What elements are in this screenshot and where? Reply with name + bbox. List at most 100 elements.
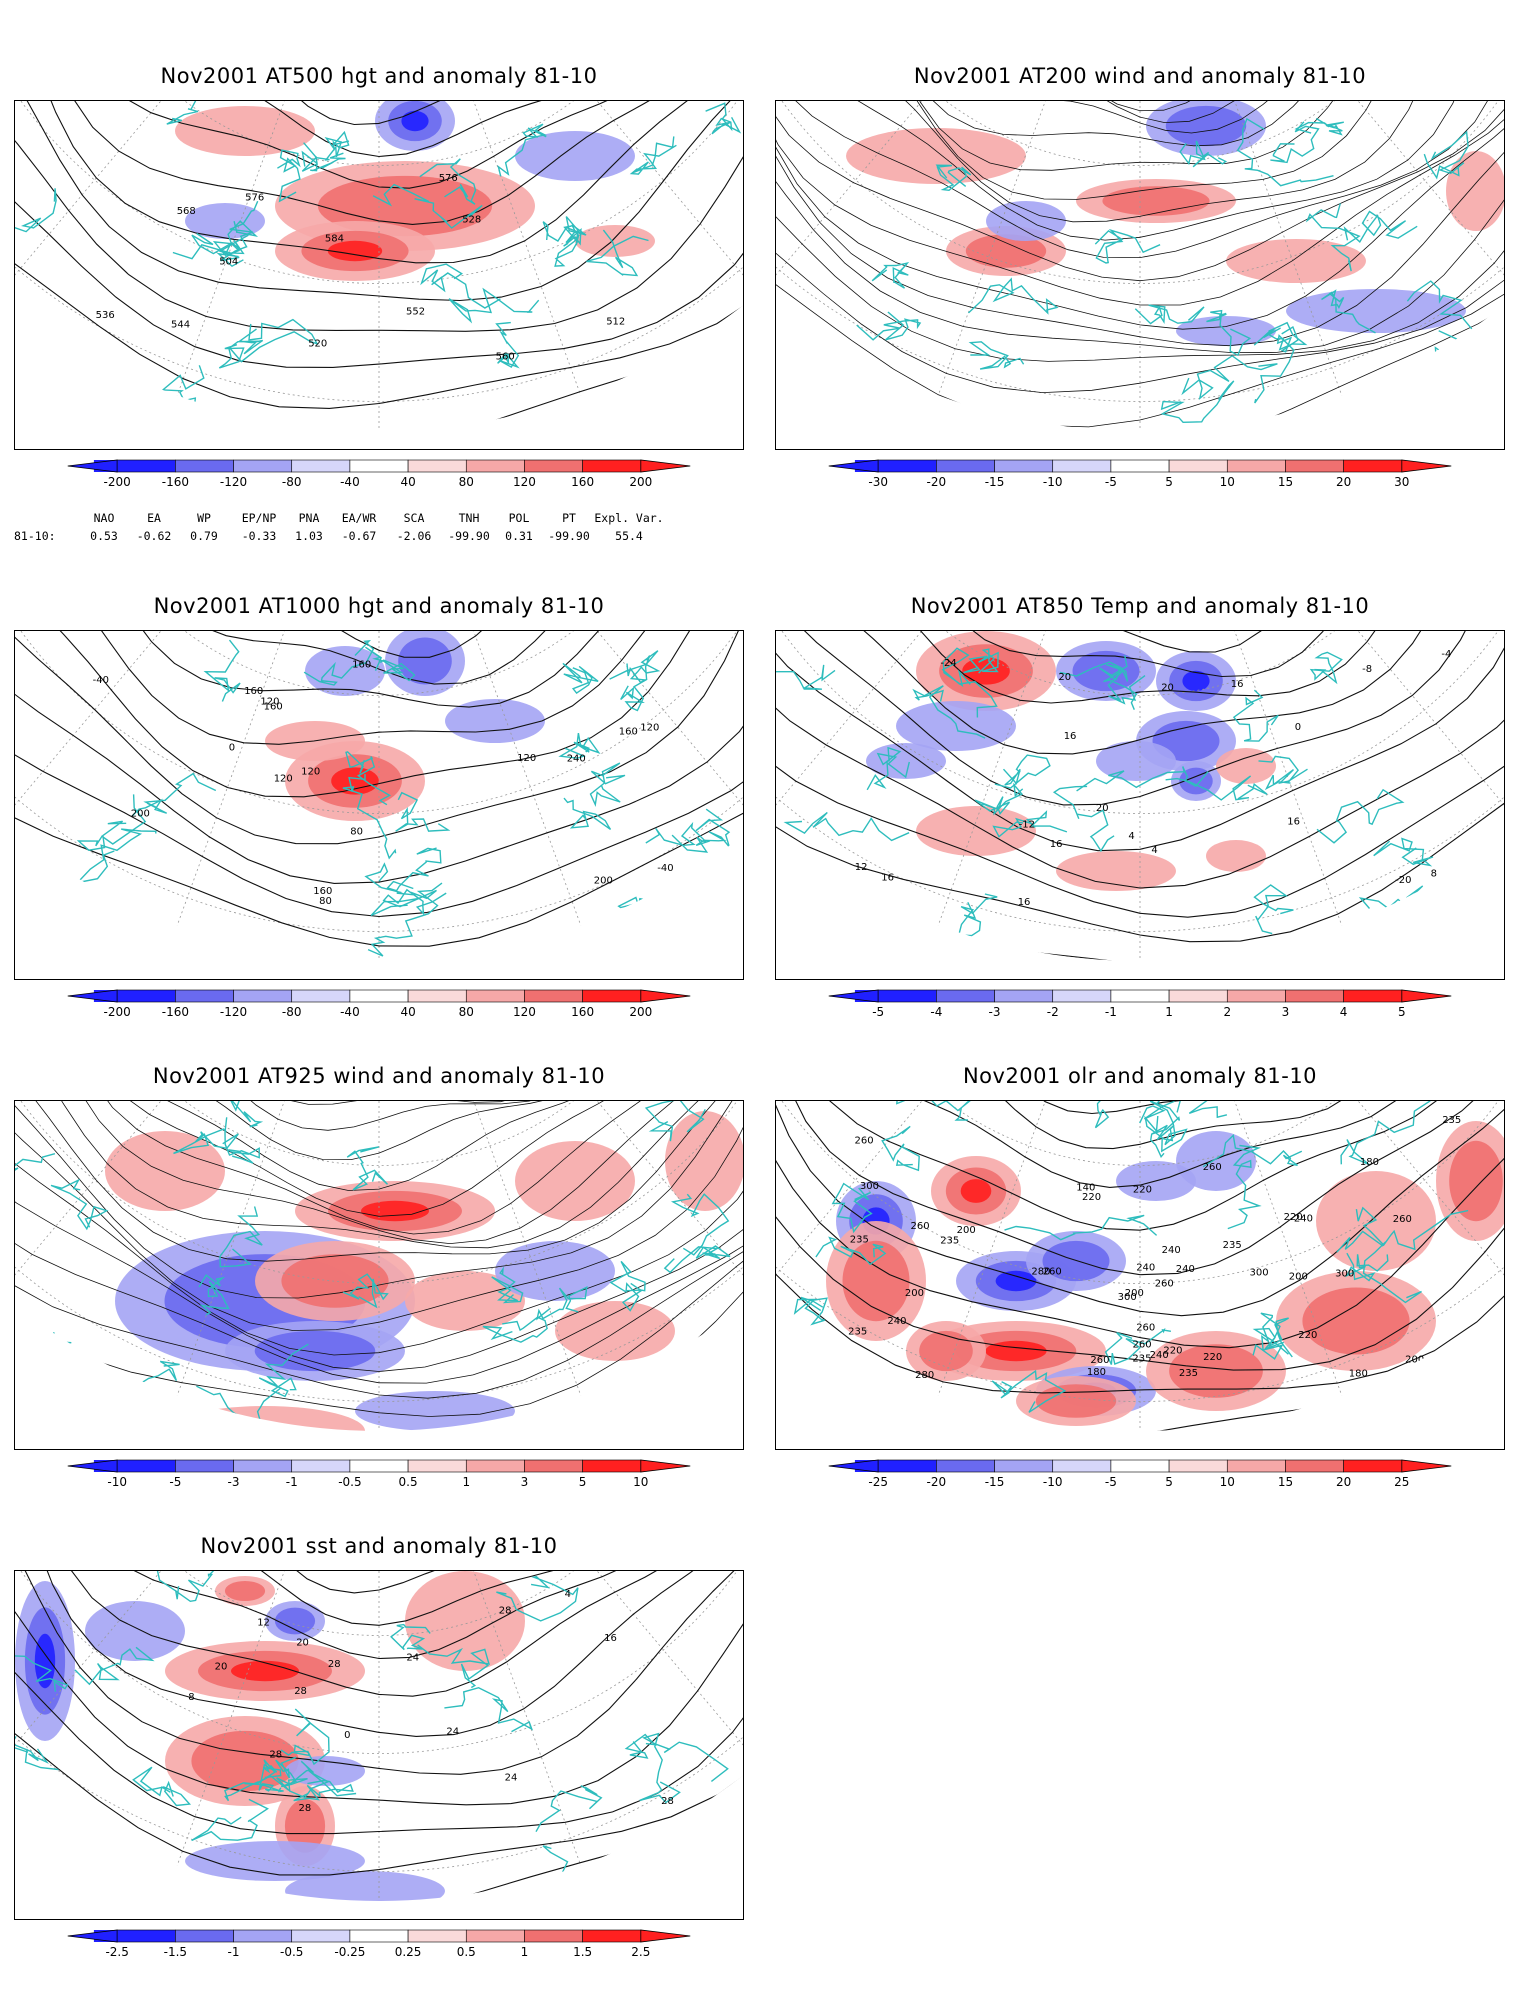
colorbar-tick-label: 1.5	[573, 1945, 593, 1959]
contour-label: 28	[294, 1686, 307, 1697]
coastline	[1181, 354, 1278, 401]
contour-label: 16	[604, 1633, 617, 1644]
contour-line	[85, 1571, 657, 1626]
colorbar-swatch	[1168, 1459, 1228, 1473]
colorbar-tick-label: 5	[1165, 1475, 1173, 1489]
coastline	[992, 810, 1068, 838]
colorbar-arrow-high	[1401, 989, 1452, 1003]
colorbar-swatch	[465, 459, 525, 473]
colorbar-tick-label: 40	[400, 475, 416, 489]
contour-label: 528	[462, 214, 481, 225]
contour-label: 120	[517, 753, 536, 764]
colorbar-arrow-low	[67, 459, 118, 473]
colorbar-swatch	[1052, 989, 1112, 1003]
coastline	[1252, 1317, 1293, 1358]
contour-label: 220	[1163, 1345, 1182, 1356]
contour-label: 80	[319, 896, 332, 907]
contour-label: 180	[1360, 1157, 1379, 1168]
colorbar-swatch	[1052, 459, 1112, 473]
coastline	[589, 762, 626, 808]
colorbar-swatch	[116, 989, 176, 1003]
contour-label: 16	[881, 872, 894, 883]
contour-label: 260	[855, 1136, 874, 1147]
colorbar-swatch	[349, 1459, 409, 1473]
colorbar-tick-label: 1	[1165, 1005, 1173, 1019]
colorbar-tick-label: -120	[219, 475, 248, 489]
colorbar-tick-label: -5	[872, 1005, 885, 1019]
colorbar-swatch	[291, 1929, 351, 1943]
streamline	[15, 1101, 743, 1262]
colorbar-swatch	[465, 1929, 525, 1943]
contour-line	[776, 1101, 1504, 1394]
streamline	[74, 1101, 682, 1191]
anomaly-shading	[1216, 748, 1276, 784]
coastline	[497, 123, 548, 177]
contour-line	[124, 101, 611, 126]
contour-line	[804, 1101, 1460, 1188]
coastline	[131, 772, 217, 817]
streamline	[15, 1101, 743, 1417]
coastline	[535, 1784, 603, 1833]
coastline	[1076, 766, 1209, 792]
anomaly-shading	[1169, 1344, 1263, 1398]
contour-line	[15, 631, 743, 845]
coastline	[1179, 140, 1228, 168]
coastline	[1034, 1101, 1110, 1129]
streamline	[76, 1101, 668, 1161]
contour-label: 4	[1128, 831, 1134, 842]
coastline	[670, 1193, 730, 1256]
coastline	[244, 1763, 284, 1793]
coastline	[50, 1178, 109, 1231]
coastline	[644, 1101, 706, 1142]
colorbar-arrow-high	[1401, 459, 1452, 473]
teleconnection-value: -2.06	[396, 529, 432, 543]
anomaly-shading	[495, 1241, 615, 1301]
contour-line	[776, 631, 1504, 943]
coastline	[1227, 1144, 1262, 1230]
contour-line	[776, 631, 1504, 806]
contour-label: 260	[1090, 1355, 1109, 1366]
coastline	[1270, 121, 1320, 164]
coastline	[957, 893, 998, 937]
colorbar-swatch	[1343, 1459, 1403, 1473]
streamline	[15, 1101, 743, 1299]
contour-line	[796, 631, 1474, 704]
coastline	[303, 640, 375, 686]
contour-label: 220	[1284, 1212, 1303, 1223]
contour-line	[15, 101, 743, 409]
coastline	[1165, 775, 1268, 801]
anomaly-shading	[327, 240, 383, 262]
contour-line	[15, 1571, 743, 1775]
contour-label: 0	[344, 1730, 350, 1741]
colorbar-swatch	[1052, 1459, 1112, 1473]
streamline	[776, 101, 1504, 362]
coastline	[280, 1708, 330, 1766]
contour-label: 260	[1133, 1340, 1152, 1351]
colorbar-arrow-low	[67, 1929, 118, 1943]
colorbar-tick-label: -0.5	[338, 1475, 362, 1489]
colorbar-tick-label: -30	[868, 475, 888, 489]
colorbar-arrow-high	[640, 459, 691, 473]
contour-label: 28	[328, 1659, 341, 1670]
contour-label: 240	[1176, 1264, 1195, 1275]
anomaly-shading	[165, 1406, 365, 1431]
anomaly-shading	[175, 106, 315, 156]
contour-label: 200	[905, 1288, 924, 1299]
streamline	[780, 101, 1475, 223]
polar-map: 16 16 16 -24 -20 -12 -8 -4 4 0 4 8 12 16 16 20 20 20 16	[776, 631, 1504, 961]
colorbar-swatch	[1226, 459, 1286, 473]
colorbar-swatch	[175, 989, 234, 1003]
colorbar-arrow-low	[828, 459, 879, 473]
coastline	[173, 1128, 239, 1155]
colorbar-tick-label: -80	[281, 1005, 302, 1019]
colorbar-tick-label: -10	[1042, 475, 1063, 489]
contour-label: 20	[1058, 672, 1071, 683]
coastline	[1252, 1312, 1285, 1360]
colorbar-swatch	[877, 1459, 937, 1473]
panel-title: Nov2001 sst and anomaly 81-10	[200, 1534, 558, 1558]
polar-map: 16080-40120-4002001608012020016024016012…	[15, 631, 743, 961]
colorbar-swatch	[936, 1459, 995, 1473]
contour-label: 8	[188, 1692, 194, 1703]
contour-label: 24	[406, 1652, 419, 1663]
colorbar-tick-label: 0.5	[398, 1475, 418, 1489]
